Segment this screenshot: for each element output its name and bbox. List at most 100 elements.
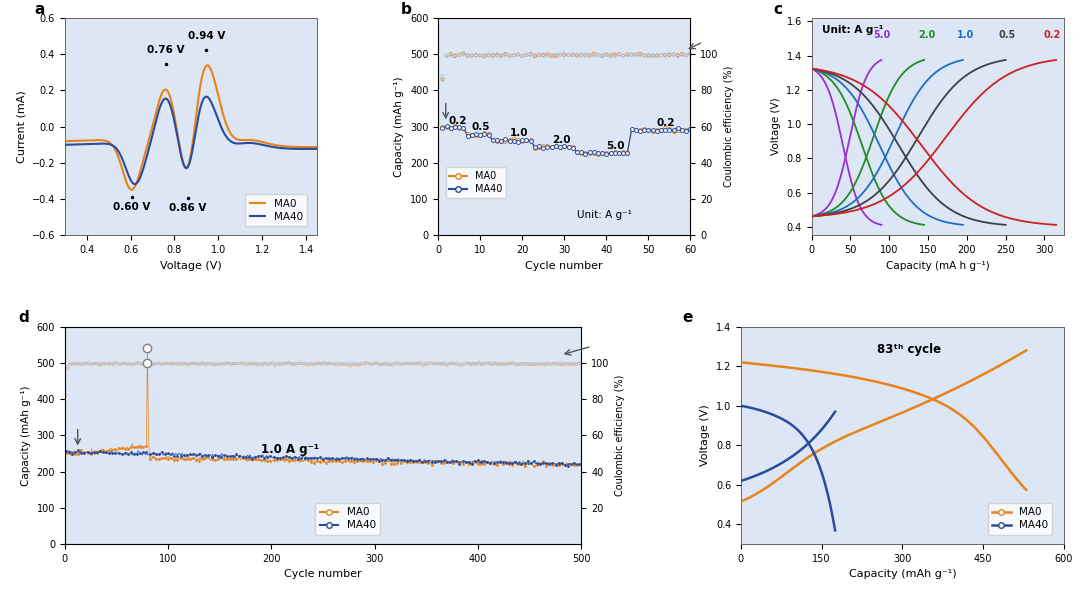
Point xyxy=(171,358,188,368)
Point xyxy=(488,50,505,60)
Text: b: b xyxy=(401,2,411,17)
Point xyxy=(214,359,231,368)
Point xyxy=(71,359,89,369)
X-axis label: Voltage (V): Voltage (V) xyxy=(160,261,221,271)
Point xyxy=(458,359,475,368)
Point xyxy=(451,360,469,370)
Point xyxy=(212,359,229,369)
Point xyxy=(247,359,265,369)
Point xyxy=(258,359,275,368)
Text: 83ᵗʰ cycle: 83ᵗʰ cycle xyxy=(877,343,941,356)
Point xyxy=(181,359,199,368)
Point xyxy=(557,358,575,368)
Point xyxy=(235,359,253,368)
Point xyxy=(610,50,627,59)
Point xyxy=(283,359,300,368)
Point xyxy=(84,359,102,368)
Point xyxy=(548,51,565,61)
Point xyxy=(494,359,511,369)
Point xyxy=(259,359,276,369)
Point xyxy=(535,359,552,368)
Point xyxy=(433,359,450,369)
Point xyxy=(670,50,687,60)
Point xyxy=(415,361,432,371)
Point xyxy=(644,51,661,60)
Point xyxy=(552,50,569,59)
Point xyxy=(450,50,468,59)
Point xyxy=(551,358,568,367)
Text: 5.0: 5.0 xyxy=(606,141,625,151)
Point xyxy=(237,359,254,368)
Point xyxy=(171,359,188,368)
X-axis label: Capacity (mAh g⁻¹): Capacity (mAh g⁻¹) xyxy=(849,569,956,579)
Point xyxy=(472,51,489,60)
Point xyxy=(639,51,657,60)
Point xyxy=(383,360,401,370)
Point xyxy=(68,359,85,369)
Point xyxy=(354,359,372,368)
Point xyxy=(252,359,269,369)
Point xyxy=(499,359,516,368)
Point xyxy=(98,359,116,368)
Point xyxy=(564,359,581,369)
Point xyxy=(127,359,145,368)
Point xyxy=(435,358,453,368)
Point xyxy=(435,359,453,368)
Point xyxy=(564,50,581,60)
Point xyxy=(498,359,515,369)
Point xyxy=(113,359,131,368)
Point xyxy=(86,359,104,368)
Point xyxy=(121,359,138,368)
Point xyxy=(365,359,382,368)
Text: 0.2: 0.2 xyxy=(448,116,468,126)
Point xyxy=(434,75,451,84)
Point xyxy=(231,359,248,368)
Point xyxy=(306,360,323,370)
Point xyxy=(492,50,510,60)
Point xyxy=(229,359,246,368)
Point xyxy=(408,359,426,368)
Point xyxy=(528,359,545,369)
Point xyxy=(572,50,590,60)
Point xyxy=(468,50,485,60)
Point xyxy=(71,359,89,369)
Point xyxy=(73,359,91,369)
Point xyxy=(286,359,303,369)
Point xyxy=(569,358,586,368)
Point xyxy=(80,359,97,368)
Point xyxy=(76,359,93,369)
Point xyxy=(488,51,505,60)
Point xyxy=(572,50,590,60)
Point xyxy=(322,359,339,368)
Point xyxy=(92,360,109,370)
Point xyxy=(437,361,455,370)
Point xyxy=(266,358,283,368)
Point xyxy=(351,360,368,370)
Point xyxy=(585,51,603,60)
Point xyxy=(78,359,95,368)
Point xyxy=(200,359,217,369)
Point xyxy=(150,358,167,368)
Point xyxy=(396,359,414,369)
Point xyxy=(530,359,548,368)
Point xyxy=(548,50,565,60)
Point xyxy=(549,359,566,369)
Point xyxy=(214,359,231,368)
Point xyxy=(469,358,486,368)
Point xyxy=(606,50,623,59)
Point xyxy=(69,359,86,368)
Text: 0.60 V: 0.60 V xyxy=(113,202,150,212)
Point xyxy=(635,50,652,60)
Point xyxy=(123,359,140,369)
Point xyxy=(293,358,310,368)
Point xyxy=(233,359,251,368)
Point xyxy=(581,50,598,59)
Point xyxy=(291,359,308,368)
Point xyxy=(627,50,645,60)
Point xyxy=(68,359,85,368)
Point xyxy=(399,359,416,368)
Point xyxy=(249,359,267,369)
Point xyxy=(89,359,106,368)
Point xyxy=(62,359,79,368)
Point xyxy=(498,359,515,369)
